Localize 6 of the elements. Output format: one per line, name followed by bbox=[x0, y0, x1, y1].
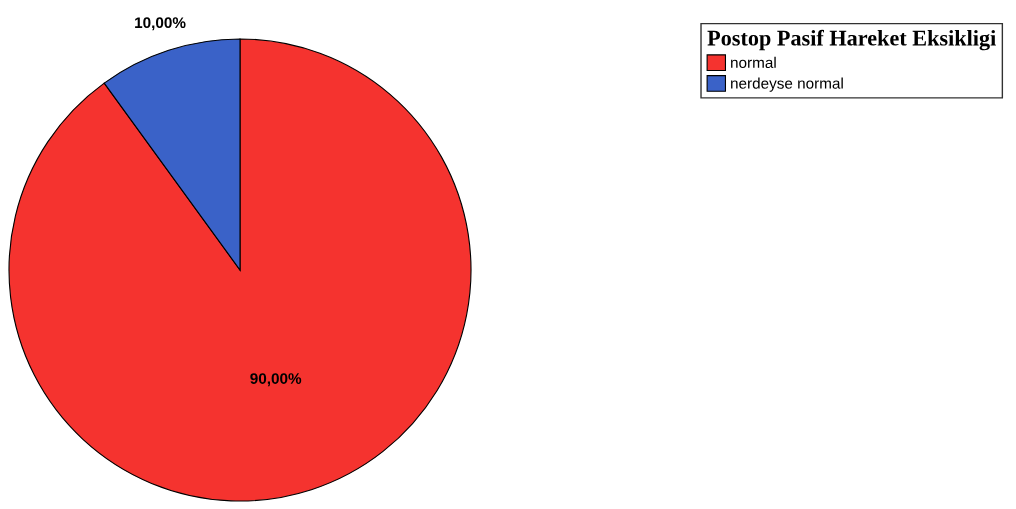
data-label: 90,00% bbox=[250, 373, 302, 387]
legend-label: nerdeyse normal bbox=[731, 77, 843, 92]
data-label: 10,00% bbox=[135, 17, 186, 31]
pie-slice bbox=[8, 38, 472, 502]
legend-title: Postop Pasif Hareket Eksikligi bbox=[707, 29, 996, 51]
legend-label: normal bbox=[731, 56, 776, 69]
